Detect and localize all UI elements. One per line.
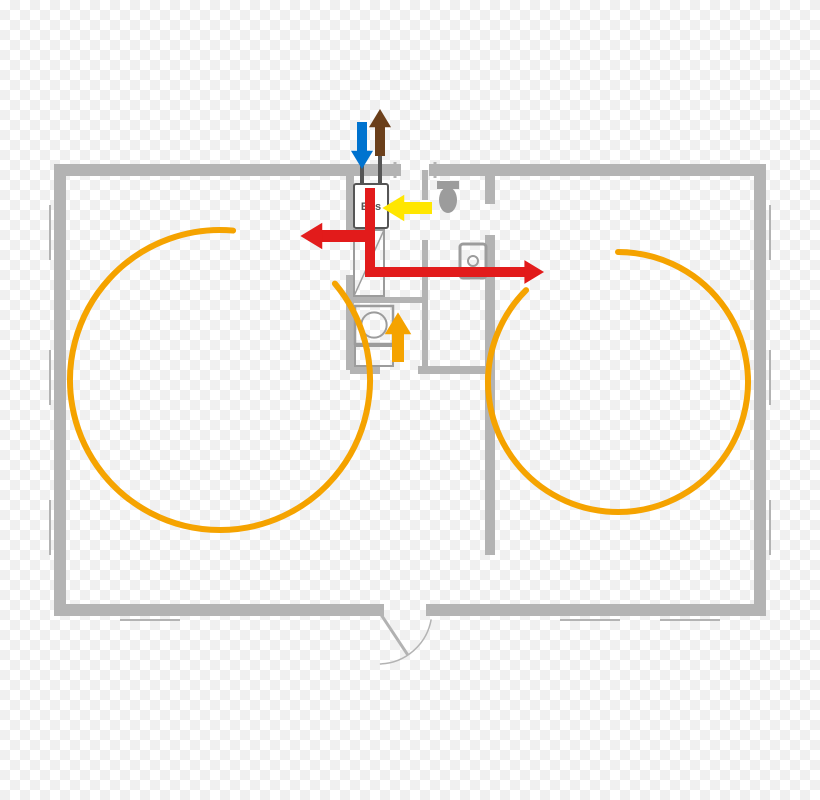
floorplan-svg: Eos xyxy=(0,0,820,800)
walls-layer xyxy=(50,162,770,620)
floorplan-canvas: Eos xyxy=(0,0,820,800)
doors-layer xyxy=(378,610,431,664)
